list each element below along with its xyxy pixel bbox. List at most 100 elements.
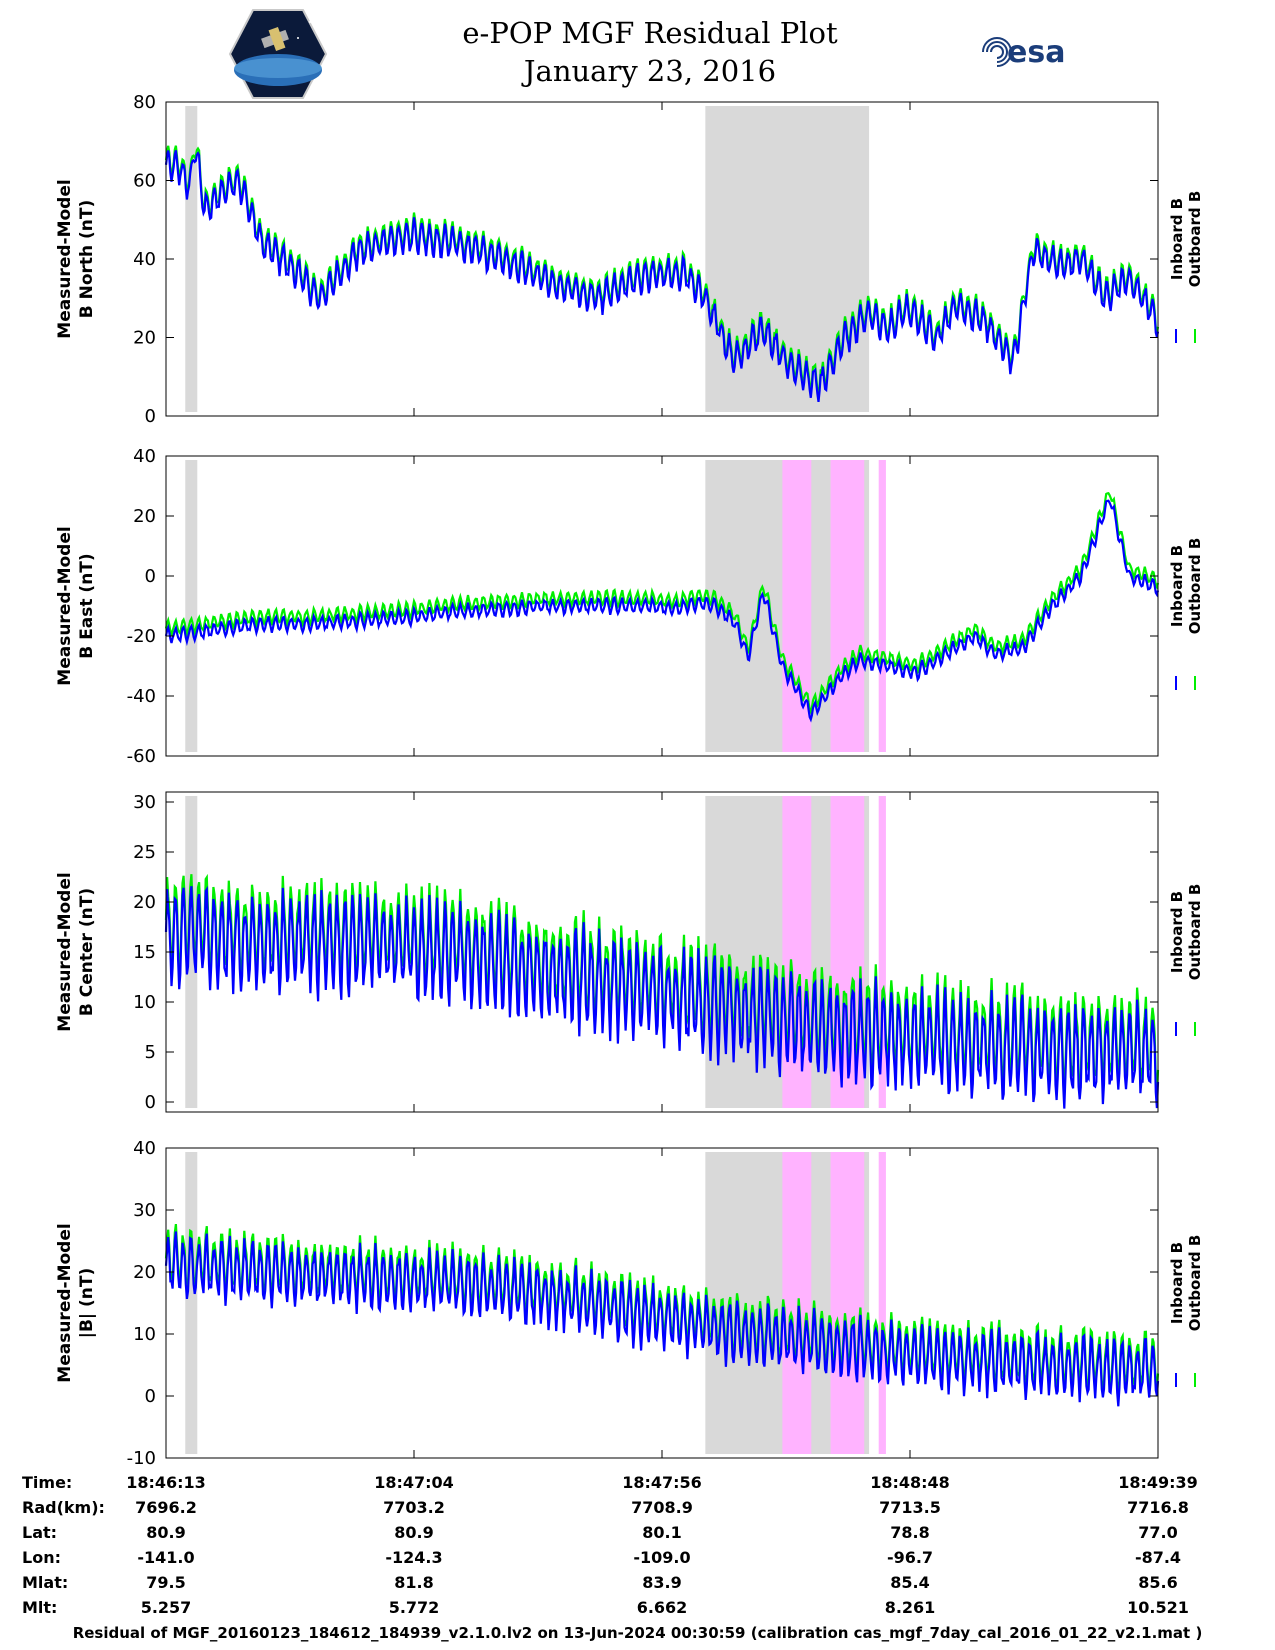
y-tick-label: -20 <box>127 626 156 647</box>
y-tick-label: 25 <box>133 842 156 863</box>
info-cell: 18:47:56 <box>622 1473 702 1492</box>
pink-band-0 <box>782 460 812 752</box>
info-cell: 7696.2 <box>135 1498 197 1517</box>
y-tick-label: 80 <box>133 92 156 113</box>
title-line-2: January 23, 2016 <box>523 54 777 88</box>
info-cell: 78.8 <box>890 1523 929 1542</box>
info-cell: 6.662 <box>637 1598 688 1617</box>
info-cell: 80.9 <box>394 1523 433 1542</box>
y-tick-label: 15 <box>133 942 156 963</box>
info-row-label: Mlt: <box>22 1598 57 1617</box>
info-cell: 85.6 <box>1138 1573 1177 1592</box>
grey-band-0 <box>185 460 198 752</box>
y-tick-label: 0 <box>145 1386 156 1407</box>
orbit-info-table: Time: Rad(km): Lat: Lon: Mlat: Mlt: 18:46:13 76… <box>22 1473 1198 1617</box>
y-tick-label: 30 <box>133 1200 156 1221</box>
info-cell: 18:47:04 <box>374 1473 454 1492</box>
legend-inboard-label: Inboard B <box>1168 198 1186 280</box>
y-axis-label-line-1: Measured-Model <box>55 179 75 338</box>
grey-band-0 <box>185 796 198 1108</box>
esa-logo: esa <box>975 30 1095 74</box>
y-tick-label: 20 <box>133 1262 156 1283</box>
y-axis-label-line-2: B North (nT) <box>77 200 97 319</box>
info-cell: 80.1 <box>642 1523 681 1542</box>
info-cell: 80.9 <box>146 1523 185 1542</box>
info-row-label: Rad(km): <box>22 1498 105 1517</box>
legend-inboard-label: Inboard B <box>1168 545 1186 627</box>
y-tick-label: -40 <box>127 686 156 707</box>
y-tick-label: 5 <box>145 1042 156 1063</box>
series-inboard-b <box>164 499 1160 723</box>
page-header: e-POP MGF Residual Plot January 23, 2016… <box>0 0 1275 100</box>
series-inboard-b <box>164 150 1160 403</box>
panel-east: -60 -40 -20 0 20 40 Measured-Model B East (nT) I… <box>55 446 1204 767</box>
info-cell: 7716.8 <box>1127 1498 1189 1517</box>
y-tick-label: 0 <box>145 566 156 587</box>
y-axis-label-line-1: Measured-Model <box>55 526 75 685</box>
pink-band-0 <box>782 1152 812 1454</box>
y-axis-label-line-1: Measured-Model <box>55 1223 75 1382</box>
y-tick-label: 0 <box>145 406 156 427</box>
info-cell: 5.257 <box>141 1598 192 1617</box>
y-tick-label: -10 <box>127 1448 156 1469</box>
info-cell: 18:46:13 <box>126 1473 206 1492</box>
info-row-label: Mlat: <box>22 1573 68 1592</box>
info-row-label: Time: <box>22 1473 72 1492</box>
info-row-label: Lon: <box>22 1548 61 1567</box>
y-tick-label: 20 <box>133 892 156 913</box>
panel-magnitude: -10 0 10 20 30 40 Measured-Model |B| (nT) Inboar… <box>55 1138 1204 1469</box>
y-tick-label: 60 <box>133 171 156 192</box>
pink-band-2 <box>878 460 886 752</box>
info-cell: -87.4 <box>1135 1548 1181 1567</box>
info-row-label: Lat: <box>22 1523 57 1542</box>
panel-center: 0 5 10 15 20 25 30 Measured-Model B Center (nT) I… <box>55 791 1204 1113</box>
info-cell: -124.3 <box>385 1548 442 1567</box>
footer-caption: Residual of MGF_20160123_184612_184939_v… <box>72 1624 1203 1642</box>
plot-title: e-POP MGF Residual Plot January 23, 2016 <box>390 14 910 90</box>
y-tick-label: 30 <box>133 792 156 813</box>
legend-outboard-label: Outboard B <box>1186 538 1204 635</box>
legend-outboard-label: Outboard B <box>1186 191 1204 288</box>
y-axis-label-line-2: |B| (nT) <box>77 1268 97 1339</box>
legend-inboard-label: Inboard B <box>1168 1242 1186 1324</box>
info-cell: 79.5 <box>146 1573 185 1592</box>
pink-band-2 <box>878 796 886 1108</box>
info-cell: -141.0 <box>137 1548 194 1567</box>
y-axis-label-line-1: Measured-Model <box>55 872 75 1031</box>
info-cell: 18:48:48 <box>870 1473 950 1492</box>
legend-outboard-label: Outboard B <box>1186 884 1204 981</box>
info-cell: 83.9 <box>642 1573 681 1592</box>
y-tick-label: 20 <box>133 328 156 349</box>
y-tick-label: 0 <box>145 1092 156 1113</box>
info-cell: 7708.9 <box>631 1498 693 1517</box>
y-tick-label: 40 <box>133 249 156 270</box>
info-cell: 77.0 <box>1138 1523 1177 1542</box>
pink-band-1 <box>830 1152 865 1454</box>
y-tick-label: 40 <box>133 446 156 467</box>
y-axis-label-line-2: B East (nT) <box>77 553 97 658</box>
y-tick-label: 20 <box>133 506 156 527</box>
info-cell: -109.0 <box>633 1548 690 1567</box>
info-cell: 8.261 <box>885 1598 936 1617</box>
series-outboard-b <box>164 491 1160 716</box>
grey-band-0 <box>185 1152 198 1454</box>
title-line-1: e-POP MGF Residual Plot <box>462 16 838 50</box>
info-cell: 7703.2 <box>383 1498 445 1517</box>
y-axis-label-line-2: B Center (nT) <box>77 888 97 1016</box>
y-tick-label: 10 <box>133 1324 156 1345</box>
panel-north: 0 20 40 60 80 Measured-Model B North (nT) Inboa… <box>55 92 1204 427</box>
pink-band-2 <box>878 1152 886 1454</box>
y-tick-label: 40 <box>133 1138 156 1159</box>
info-cell: -96.7 <box>887 1548 933 1567</box>
info-cell: 5.772 <box>389 1598 440 1617</box>
cassiope-mission-logo <box>228 8 328 100</box>
pink-band-1 <box>830 460 865 752</box>
series-inboard-b <box>164 1231 1160 1407</box>
info-cell: 81.8 <box>394 1573 433 1592</box>
legend-inboard-label: Inboard B <box>1168 891 1186 973</box>
info-cell: 7713.5 <box>879 1498 941 1517</box>
info-cell: 18:49:39 <box>1118 1473 1198 1492</box>
y-tick-label: -60 <box>127 746 156 767</box>
